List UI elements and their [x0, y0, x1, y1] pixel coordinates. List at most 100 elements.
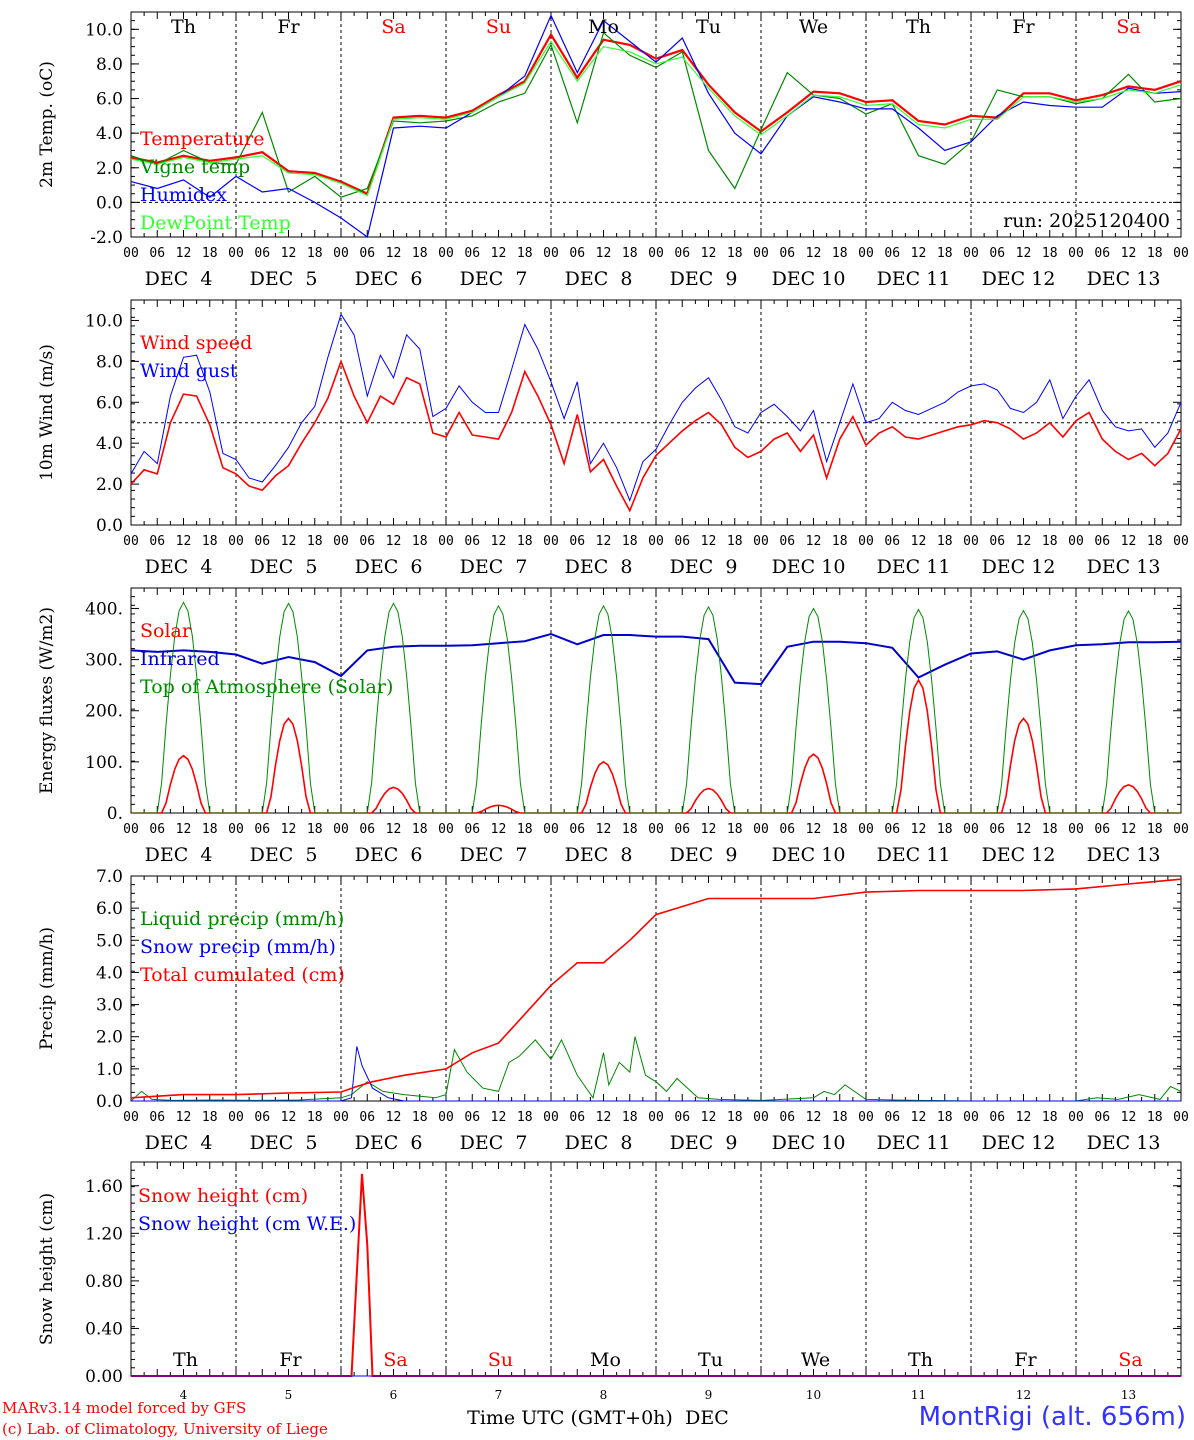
hour-label: 12: [701, 534, 717, 549]
date-label: DEC 11: [877, 1132, 951, 1154]
hour-label: 00: [543, 822, 559, 837]
weekday-label: Su: [488, 1349, 513, 1371]
weekday-label: Sa: [383, 1349, 407, 1371]
hour-label: 12: [1016, 1110, 1032, 1125]
y-axis-label: 2m Temp. (oC): [37, 61, 57, 188]
series-line-vigne-temp: [130, 31, 1182, 198]
y-tick-label: -2.0: [90, 228, 123, 248]
hour-label: 18: [727, 822, 743, 837]
hour-label: 06: [1094, 534, 1110, 549]
hour-label: 18: [622, 1110, 638, 1125]
hour-label: 06: [254, 246, 270, 261]
date-label: DEC 9: [670, 268, 738, 290]
series-line-total-cumulated-cm-: [130, 878, 1182, 1099]
hour-label: 18: [412, 822, 428, 837]
hour-label: 00: [1173, 822, 1189, 837]
hour-label: 00: [333, 534, 349, 549]
y-tick-label: 0.0: [96, 516, 123, 536]
hour-label: 12: [491, 534, 507, 549]
legend-entry: Temperature: [140, 128, 264, 150]
date-label: DEC 6: [355, 268, 423, 290]
hour-label: 18: [937, 534, 953, 549]
y-tick-label: 5.0: [96, 931, 123, 951]
hour-label: 06: [359, 246, 375, 261]
hour-label: 12: [596, 534, 612, 549]
hour-label: 12: [911, 246, 927, 261]
weekday-label: Fr: [279, 1349, 302, 1371]
hour-label: 12: [386, 534, 402, 549]
hour-label: 06: [359, 1110, 375, 1125]
hour-label: 12: [281, 1110, 297, 1125]
hour-label: 12: [176, 1110, 192, 1125]
y-tick-label: 4.0: [96, 124, 123, 144]
hour-label: 06: [884, 822, 900, 837]
y-tick-label: 200.: [85, 702, 123, 722]
date-label: DEC 5: [250, 556, 318, 578]
hour-label: 12: [1016, 822, 1032, 837]
weekday-label: Sa: [1118, 1349, 1142, 1371]
hour-label: 12: [911, 822, 927, 837]
hour-label: 00: [963, 822, 979, 837]
hour-label: 00: [543, 246, 559, 261]
date-label: DEC 8: [565, 1132, 633, 1154]
y-tick-label: 400.: [85, 599, 123, 619]
hour-label: 18: [727, 1110, 743, 1125]
legend-entry: Infrared: [140, 648, 220, 670]
hour-label: 06: [674, 822, 690, 837]
hour-label: 00: [123, 246, 139, 261]
hour-label: 00: [438, 246, 454, 261]
hour-label: 12: [491, 246, 507, 261]
hour-label: 18: [307, 1110, 323, 1125]
hour-label: 12: [806, 534, 822, 549]
y-tick-label: 1.0: [96, 1060, 123, 1080]
hour-label: 00: [753, 822, 769, 837]
hour-label: 00: [1068, 1110, 1084, 1125]
y-tick-label: 2.0: [96, 475, 123, 495]
x-axis-title: Time UTC (GMT+0h): [467, 1407, 673, 1429]
date-label: DEC 5: [250, 1132, 318, 1154]
y-tick-label: 6.0: [96, 899, 123, 919]
hour-label: 00: [123, 822, 139, 837]
y-tick-label: 0.00: [85, 1367, 123, 1387]
hour-label: 12: [1121, 822, 1137, 837]
weekday-label: Th: [906, 16, 931, 38]
hour-label: 06: [989, 1110, 1005, 1125]
date-label: DEC 13: [1087, 1132, 1161, 1154]
hour-label: 18: [307, 534, 323, 549]
footer-model-credit: MARv3.14 model forced by GFS: [2, 1399, 247, 1417]
day-number-label: 13: [1121, 1388, 1136, 1402]
hour-label: 18: [622, 534, 638, 549]
hour-label: 00: [228, 1110, 244, 1125]
hour-label: 00: [858, 822, 874, 837]
y-tick-label: 300.: [85, 651, 123, 671]
hour-label: 12: [491, 1110, 507, 1125]
hour-label: 06: [989, 246, 1005, 261]
y-axis-label: Precip (mm/h): [37, 927, 57, 1050]
y-tick-label: 6.0: [96, 90, 123, 110]
hour-label: 18: [1147, 534, 1163, 549]
weekday-label: Fr: [1012, 16, 1035, 38]
hour-label: 00: [858, 246, 874, 261]
hour-label: 12: [1016, 534, 1032, 549]
hour-label: 18: [1147, 822, 1163, 837]
hour-label: 12: [701, 1110, 717, 1125]
hour-label: 06: [674, 246, 690, 261]
series-line-wind-speed: [130, 359, 1182, 513]
hour-label: 12: [806, 246, 822, 261]
hour-label: 12: [176, 534, 192, 549]
hour-label: 12: [386, 822, 402, 837]
hour-label: 18: [412, 246, 428, 261]
date-label: DEC 10: [772, 556, 846, 578]
date-label: DEC 4: [145, 268, 213, 290]
hour-label: 00: [963, 534, 979, 549]
date-label: DEC 12: [982, 844, 1056, 866]
footer-lab-credit: (c) Lab. of Climatology, University of L…: [2, 1420, 328, 1438]
hour-label: 06: [1094, 822, 1110, 837]
hour-label: 00: [438, 1110, 454, 1125]
date-label: DEC 4: [145, 844, 213, 866]
hour-label: 18: [622, 246, 638, 261]
date-label: DEC 6: [355, 1132, 423, 1154]
hour-label: 00: [1173, 1110, 1189, 1125]
hour-label: 00: [858, 1110, 874, 1125]
hour-label: 12: [1121, 534, 1137, 549]
